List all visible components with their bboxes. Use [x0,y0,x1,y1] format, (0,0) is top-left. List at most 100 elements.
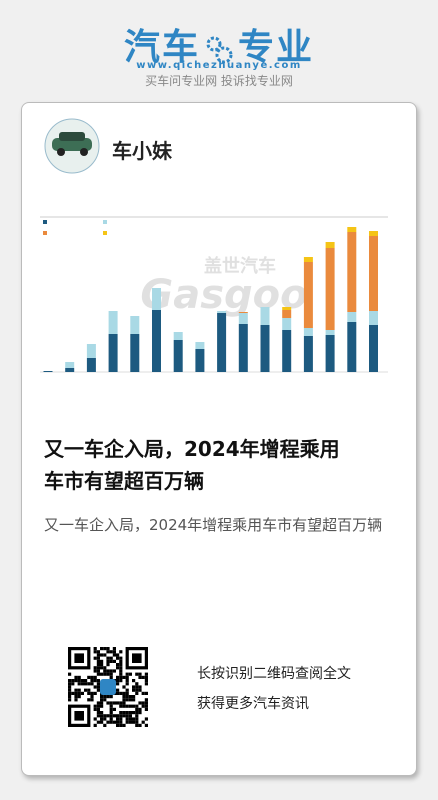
qr-module [119,711,123,715]
qr-module [116,682,120,686]
qr-module [112,701,116,705]
qr-module [77,679,81,683]
qr-module [112,669,116,673]
qr-module [109,695,113,699]
qr-module [109,675,113,679]
qr-module [144,698,148,702]
qr-module [116,688,120,692]
bar-segment [325,242,335,248]
qr-module [100,704,104,708]
qr-module [68,695,72,699]
qr-module [116,691,120,695]
qr-module [125,711,129,715]
qr-module [84,679,88,683]
qr-module [112,720,116,724]
bar-segment [173,340,183,372]
qr-module [135,704,139,708]
qr-module [122,698,126,702]
qr-module [87,698,91,702]
qr-module [68,672,72,676]
qr-module [106,647,110,651]
qr-module [138,688,142,692]
qr-module [119,691,123,695]
qr-module [74,698,78,702]
qr-module [77,691,81,695]
qr-module [96,666,100,670]
bar-segment [108,311,118,334]
qr-module [84,682,88,686]
qr-module [80,682,84,686]
qr-module [128,695,132,699]
qr-module [96,679,100,683]
qr-module [109,717,113,721]
bar-segment [282,307,292,310]
qr-module [96,669,100,673]
qr-module [109,650,113,654]
qr-module [93,723,97,727]
qr-module [128,672,132,676]
qr-module [109,720,113,724]
qr-module [71,691,75,695]
qr-module [138,711,142,715]
qr-module [96,711,100,715]
bar-segment [347,322,357,372]
qr-module [135,707,139,711]
qr-module [116,717,120,721]
qr-module [96,659,100,663]
qr-module [68,685,72,689]
qr-module [68,679,72,683]
qr-module [122,695,126,699]
footer-text: 长按识别二维码查阅全文 [197,666,351,682]
qr-module [125,682,129,686]
qr-module [116,720,120,724]
qr-module [119,666,123,670]
qr-module [119,720,123,724]
qr-logo [100,679,116,695]
qr-module [96,720,100,724]
qr-module [68,682,72,686]
qr-module [119,714,123,718]
site-url: www.qichezhuanye.com [136,60,302,71]
legend-swatch [103,220,107,224]
bar-segment [238,324,248,372]
qr-module [87,682,91,686]
qr-module [128,717,132,721]
qr-module [122,675,126,679]
qr-module [135,688,139,692]
logo-text: 专业 [238,27,315,68]
qr-module [132,720,136,724]
qr-module [119,679,123,683]
qr-module [100,663,104,667]
qr-module [132,704,136,708]
qr-module [96,707,100,711]
bar-segment [282,310,292,318]
qr-module [100,714,104,718]
qr-module [90,679,94,683]
qr-finder [74,653,84,663]
qr-module [138,707,142,711]
bar-segment [303,328,313,336]
qr-module [93,691,97,695]
bar-segment [303,262,313,328]
bar-segment [65,368,75,372]
qr-module [109,659,113,663]
qr-module [103,672,107,676]
bar-segment [173,332,183,340]
qr-module [90,695,94,699]
bar-segment [43,371,53,372]
bar-segment [217,311,227,313]
qr-module [119,650,123,654]
qr-module [106,695,110,699]
qr-module [119,675,123,679]
qr-module [144,679,148,683]
qr-module [109,701,113,705]
qr-module [132,717,136,721]
avatar-wheel [80,148,88,156]
qr-module [109,714,113,718]
legend-swatch [103,231,107,235]
qr-module [119,663,123,667]
bar-segment [152,310,161,372]
qr-module [90,682,94,686]
qr-module [93,717,97,721]
bar-segment [130,316,140,334]
